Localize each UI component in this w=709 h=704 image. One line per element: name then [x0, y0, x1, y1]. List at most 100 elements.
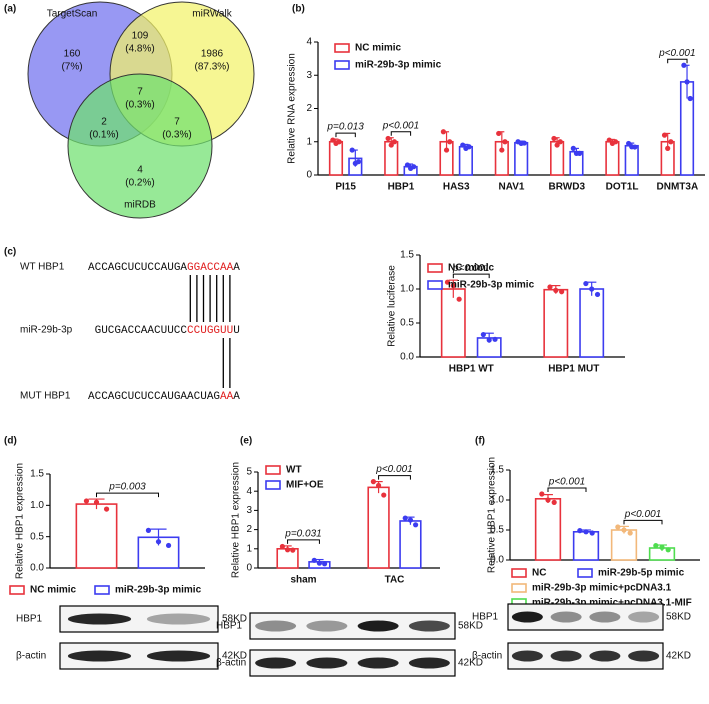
p-value: p=0.031 [284, 529, 321, 540]
legend-label: NC [532, 568, 546, 579]
sequence: ACCAGCUCUCCAUGAGGACCAAA [88, 262, 240, 274]
bar [75, 503, 118, 569]
data-point [583, 280, 589, 287]
data-point [661, 132, 668, 138]
legend-label: miR-29b-3p mimic [115, 585, 202, 596]
data-point [557, 139, 563, 145]
data-point [583, 529, 589, 535]
x-tick-label: HAS3 [443, 182, 470, 193]
data-point [627, 530, 633, 536]
data-point [589, 286, 595, 292]
data-point [165, 542, 172, 549]
sequence-segment: GUCGACCAACUUCC [95, 325, 188, 337]
data-point [103, 506, 110, 512]
bar [367, 486, 390, 569]
blot-size: 42KD [666, 651, 691, 662]
blot-band [511, 650, 543, 662]
data-point [466, 144, 472, 150]
significance-bracket [335, 132, 356, 138]
legend-swatch [334, 43, 350, 53]
blot-label: HBP1 [216, 621, 243, 632]
significance-bracket [378, 475, 411, 480]
legend-label: miR-29b-3p mimic+pcDNA3.1-MIF [532, 598, 692, 609]
blot-band [255, 620, 297, 632]
y-tick-label: 1.0 [30, 500, 44, 511]
data-point [577, 528, 583, 534]
legend-label: NC mimic [30, 585, 77, 596]
y-tick-label: 1.0 [490, 495, 504, 506]
significance-bracket [96, 492, 159, 498]
sequence-segment: U [233, 325, 240, 337]
data-point [499, 147, 505, 153]
data-point [311, 557, 317, 563]
data-point [388, 142, 394, 148]
y-tick-label: 1.0 [400, 284, 414, 295]
data-point [665, 547, 671, 553]
y-tick-label: 4 [306, 37, 312, 48]
data-point [460, 142, 466, 148]
blot-size: 58KD [458, 621, 483, 632]
sequence-segment: ACCAGCUCUCCAUGAACUAG [88, 391, 220, 403]
blot-band [628, 611, 660, 623]
x-tick-label: TAC [385, 575, 405, 586]
data-point [83, 498, 90, 504]
blot-band [628, 650, 660, 662]
data-point [381, 492, 387, 498]
data-point [404, 162, 411, 168]
venn-count: 160 [64, 49, 81, 60]
blot-band [357, 620, 399, 632]
venn-count: 2 [101, 117, 107, 128]
y-tick-label: 0.0 [400, 352, 414, 363]
p-value: p<0.001 [375, 464, 412, 475]
data-point [615, 524, 621, 530]
blot-band [550, 650, 582, 662]
legend-label: WT [286, 465, 302, 476]
data-point [681, 62, 687, 68]
data-point [456, 296, 462, 302]
data-point [551, 499, 557, 505]
data-point [385, 135, 391, 142]
data-point [577, 150, 583, 156]
data-point [589, 530, 595, 536]
y-tick-label: 3 [246, 505, 252, 516]
legend-swatch [94, 585, 110, 595]
bar [534, 497, 562, 561]
y-axis-label: Relative luciferase [387, 265, 398, 347]
blot-size: 42KD [222, 651, 247, 662]
data-point [632, 144, 638, 150]
panel-label: (b) [292, 4, 305, 15]
data-point [330, 137, 336, 143]
sequence: GUCGACCAACUUCCCCUGGUUU [95, 325, 240, 337]
bar [605, 140, 620, 176]
p-value: p=0.013 [326, 122, 364, 133]
bar [543, 288, 569, 358]
data-point [502, 139, 508, 145]
data-point [553, 287, 559, 293]
x-tick-label: DNMT3A [657, 182, 699, 193]
panel-label: (d) [4, 436, 17, 447]
x-tick-label: HBP1 MUT [548, 364, 599, 375]
data-point [370, 479, 376, 485]
data-point [145, 527, 152, 534]
data-point [496, 130, 502, 137]
x-tick-label: PI15 [335, 182, 356, 193]
data-point [336, 139, 342, 145]
y-axis-label: Relative HBP1 expression [231, 462, 242, 578]
significance-bracket [547, 487, 587, 492]
y-tick-label: 0.5 [400, 318, 414, 329]
data-point [444, 279, 451, 285]
y-tick-label: 1.5 [490, 465, 504, 476]
x-tick-label: HBP1 [388, 182, 415, 193]
data-point [486, 337, 492, 343]
data-point [411, 164, 417, 170]
blot-label: HBP1 [472, 612, 499, 623]
data-point [290, 547, 296, 553]
legend-label: miR-29b-3p mimic [355, 60, 442, 71]
blot-band [306, 657, 348, 669]
significance-bracket [667, 58, 688, 64]
data-point [450, 283, 456, 289]
x-tick-label: BRWD3 [549, 182, 586, 193]
data-point [155, 539, 162, 545]
data-point [413, 522, 419, 528]
data-point [440, 129, 446, 135]
